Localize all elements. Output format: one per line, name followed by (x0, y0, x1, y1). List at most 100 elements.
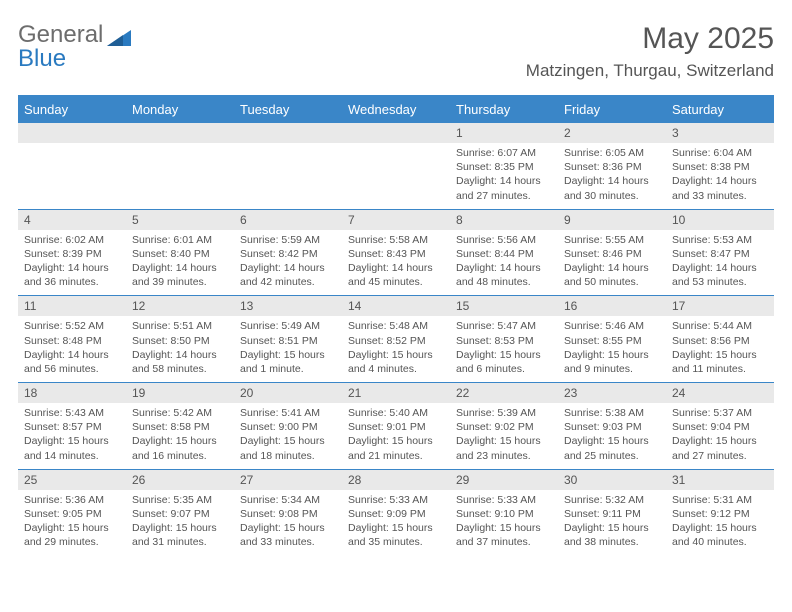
day-daylight2: and 27 minutes. (456, 189, 552, 203)
day-number: 26 (126, 470, 234, 490)
day-daylight1: Daylight: 15 hours (456, 348, 552, 362)
day-sunrise: Sunrise: 6:02 AM (24, 233, 120, 247)
day-sunrise: Sunrise: 6:07 AM (456, 146, 552, 160)
day-info-cell: Sunrise: 5:31 AMSunset: 9:12 PMDaylight:… (666, 490, 774, 556)
day-sunset: Sunset: 8:42 PM (240, 247, 336, 261)
day-daylight2: and 6 minutes. (456, 362, 552, 376)
day-sunrise: Sunrise: 5:58 AM (348, 233, 444, 247)
day-sunrise: Sunrise: 6:05 AM (564, 146, 660, 160)
day-daylight1: Daylight: 14 hours (24, 261, 120, 275)
day-number: 15 (450, 296, 558, 316)
day-info-cell: Sunrise: 5:34 AMSunset: 9:08 PMDaylight:… (234, 490, 342, 556)
day-daylight1: Daylight: 14 hours (132, 261, 228, 275)
day-daylight1: Daylight: 14 hours (456, 174, 552, 188)
day-info-cell: Sunrise: 5:59 AMSunset: 8:42 PMDaylight:… (234, 230, 342, 296)
day-number: 21 (342, 383, 450, 403)
weekday-header: Saturday (666, 97, 774, 122)
day-number: 2 (558, 123, 666, 143)
day-daylight2: and 58 minutes. (132, 362, 228, 376)
day-sunset: Sunset: 8:50 PM (132, 334, 228, 348)
day-sunset: Sunset: 9:10 PM (456, 507, 552, 521)
daynum-row: 25262728293031 (18, 469, 774, 490)
day-info-cell: Sunrise: 5:40 AMSunset: 9:01 PMDaylight:… (342, 403, 450, 469)
day-sunrise: Sunrise: 5:46 AM (564, 319, 660, 333)
day-sunrise: Sunrise: 5:32 AM (564, 493, 660, 507)
day-number (18, 123, 126, 143)
day-number: 9 (558, 210, 666, 230)
day-info-cell: Sunrise: 5:32 AMSunset: 9:11 PMDaylight:… (558, 490, 666, 556)
day-sunrise: Sunrise: 5:33 AM (348, 493, 444, 507)
daynum-row: 123 (18, 122, 774, 143)
daynum-row: 45678910 (18, 209, 774, 230)
day-info-cell: Sunrise: 5:44 AMSunset: 8:56 PMDaylight:… (666, 316, 774, 382)
day-daylight2: and 18 minutes. (240, 449, 336, 463)
day-info-cell: Sunrise: 6:07 AMSunset: 8:35 PMDaylight:… (450, 143, 558, 209)
day-daylight2: and 40 minutes. (672, 535, 768, 549)
day-daylight1: Daylight: 15 hours (240, 521, 336, 535)
day-sunset: Sunset: 9:12 PM (672, 507, 768, 521)
day-daylight1: Daylight: 15 hours (24, 434, 120, 448)
day-daylight1: Daylight: 15 hours (672, 348, 768, 362)
day-number: 24 (666, 383, 774, 403)
brand-logo: General Blue (18, 22, 133, 73)
day-number: 11 (18, 296, 126, 316)
day-daylight1: Daylight: 14 hours (672, 261, 768, 275)
day-info-cell: Sunrise: 5:36 AMSunset: 9:05 PMDaylight:… (18, 490, 126, 556)
day-sunset: Sunset: 9:02 PM (456, 420, 552, 434)
info-row: Sunrise: 5:36 AMSunset: 9:05 PMDaylight:… (18, 490, 774, 556)
day-info-cell: Sunrise: 5:33 AMSunset: 9:10 PMDaylight:… (450, 490, 558, 556)
day-number (234, 123, 342, 143)
day-daylight1: Daylight: 15 hours (564, 348, 660, 362)
weekday-header: Thursday (450, 97, 558, 122)
day-sunset: Sunset: 9:07 PM (132, 507, 228, 521)
day-daylight2: and 39 minutes. (132, 275, 228, 289)
topbar: General Blue May 2025 Matzingen, Thurgau… (18, 22, 774, 91)
day-number: 3 (666, 123, 774, 143)
day-info-cell (18, 143, 126, 209)
day-sunset: Sunset: 8:53 PM (456, 334, 552, 348)
day-sunset: Sunset: 9:05 PM (24, 507, 120, 521)
day-daylight2: and 16 minutes. (132, 449, 228, 463)
calendar-table: Sunday Monday Tuesday Wednesday Thursday… (18, 95, 774, 555)
day-daylight1: Daylight: 15 hours (348, 348, 444, 362)
day-sunrise: Sunrise: 5:47 AM (456, 319, 552, 333)
day-daylight2: and 31 minutes. (132, 535, 228, 549)
day-number: 7 (342, 210, 450, 230)
day-info-cell: Sunrise: 5:46 AMSunset: 8:55 PMDaylight:… (558, 316, 666, 382)
location-subtitle: Matzingen, Thurgau, Switzerland (526, 61, 774, 81)
day-sunset: Sunset: 8:58 PM (132, 420, 228, 434)
day-sunrise: Sunrise: 5:55 AM (564, 233, 660, 247)
day-number: 25 (18, 470, 126, 490)
day-number: 17 (666, 296, 774, 316)
day-sunrise: Sunrise: 5:43 AM (24, 406, 120, 420)
day-daylight1: Daylight: 15 hours (240, 434, 336, 448)
day-sunrise: Sunrise: 5:31 AM (672, 493, 768, 507)
day-number: 19 (126, 383, 234, 403)
day-info-cell (342, 143, 450, 209)
day-sunset: Sunset: 9:09 PM (348, 507, 444, 521)
day-info-cell (234, 143, 342, 209)
day-info-cell: Sunrise: 5:37 AMSunset: 9:04 PMDaylight:… (666, 403, 774, 469)
day-daylight1: Daylight: 14 hours (348, 261, 444, 275)
day-sunrise: Sunrise: 5:40 AM (348, 406, 444, 420)
day-daylight1: Daylight: 15 hours (456, 521, 552, 535)
day-daylight1: Daylight: 14 hours (564, 261, 660, 275)
day-sunset: Sunset: 9:04 PM (672, 420, 768, 434)
day-sunset: Sunset: 8:46 PM (564, 247, 660, 261)
day-number: 29 (450, 470, 558, 490)
day-sunrise: Sunrise: 5:38 AM (564, 406, 660, 420)
day-daylight2: and 1 minute. (240, 362, 336, 376)
day-sunset: Sunset: 8:51 PM (240, 334, 336, 348)
day-info-cell (126, 143, 234, 209)
day-sunset: Sunset: 9:11 PM (564, 507, 660, 521)
brand-name-top: General (18, 21, 103, 48)
weekday-header: Tuesday (234, 97, 342, 122)
weekday-header: Wednesday (342, 97, 450, 122)
day-sunset: Sunset: 8:52 PM (348, 334, 444, 348)
day-daylight1: Daylight: 15 hours (132, 521, 228, 535)
day-daylight2: and 37 minutes. (456, 535, 552, 549)
day-daylight1: Daylight: 15 hours (348, 434, 444, 448)
info-row: Sunrise: 5:52 AMSunset: 8:48 PMDaylight:… (18, 316, 774, 382)
weekday-header: Sunday (18, 97, 126, 122)
day-daylight2: and 38 minutes. (564, 535, 660, 549)
